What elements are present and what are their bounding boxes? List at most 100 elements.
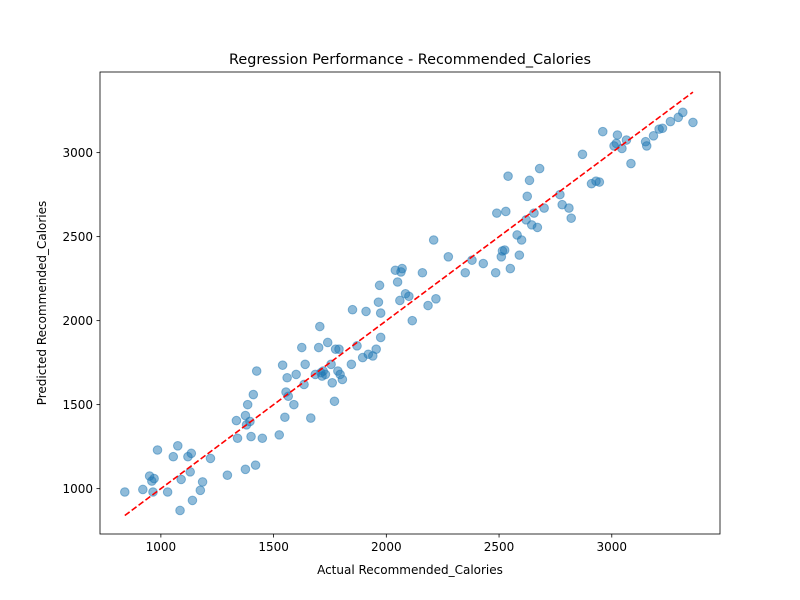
- data-point: [289, 399, 299, 410]
- data-point: [162, 487, 173, 497]
- data-point: [516, 235, 527, 245]
- data-point: [375, 308, 386, 318]
- data-point: [300, 359, 310, 370]
- data-point: [361, 306, 371, 317]
- data-point: [534, 163, 545, 174]
- data-point: [306, 413, 316, 423]
- data-point: [460, 267, 471, 278]
- data-point: [566, 213, 577, 223]
- data-point: [397, 263, 407, 274]
- data-point: [678, 107, 688, 118]
- data-point: [443, 251, 454, 262]
- data-point: [373, 297, 384, 307]
- data-point: [478, 258, 489, 269]
- data-point: [626, 158, 636, 169]
- data-point: [395, 295, 405, 306]
- plot-layer: [120, 107, 698, 516]
- data-point: [242, 399, 253, 410]
- data-point: [240, 464, 251, 475]
- data-point: [277, 360, 288, 370]
- data-point: [665, 116, 676, 127]
- y-tick-label: 1500: [62, 398, 93, 412]
- data-point: [195, 485, 206, 496]
- data-point: [594, 177, 605, 187]
- data-point: [374, 280, 385, 291]
- data-point: [248, 389, 259, 400]
- data-point: [250, 460, 261, 470]
- x-tick-label: 1500: [258, 540, 289, 554]
- data-point: [597, 126, 608, 137]
- data-point: [282, 372, 292, 383]
- x-axis-label: Actual Recommended_Calories: [317, 563, 503, 577]
- data-point: [327, 378, 338, 388]
- data-point: [222, 470, 233, 481]
- x-tick-label: 3000: [597, 540, 628, 554]
- data-point: [315, 321, 325, 332]
- data-point: [514, 250, 525, 260]
- data-point: [499, 245, 510, 255]
- data-point: [657, 123, 668, 134]
- data-point: [138, 484, 148, 495]
- data-point: [320, 369, 331, 380]
- x-tick-label: 2000: [371, 540, 402, 554]
- data-point: [257, 433, 268, 444]
- ideal-fit-reference-line: [124, 91, 694, 517]
- data-point: [529, 208, 539, 218]
- data-point: [168, 451, 179, 462]
- data-point: [152, 445, 163, 455]
- data-point: [187, 495, 198, 506]
- chart-title: Regression Performance - Recommended_Cal…: [229, 52, 591, 68]
- data-point: [205, 453, 216, 464]
- data-point: [501, 206, 511, 217]
- data-point: [186, 448, 197, 459]
- data-point: [291, 369, 301, 380]
- data-point: [431, 294, 441, 304]
- y-tick-label: 2500: [62, 230, 93, 244]
- data-point: [329, 396, 340, 407]
- data-point: [532, 222, 543, 233]
- data-point: [120, 487, 130, 497]
- data-point: [334, 344, 344, 355]
- data-point: [417, 267, 428, 278]
- data-point: [423, 300, 433, 311]
- x-tick-label: 2500: [484, 540, 515, 554]
- axis-ticks: 1000 1500 2000 2500 3000 1000 1500 2000 2500 3000: [62, 146, 627, 554]
- data-point: [347, 304, 358, 315]
- data-point: [392, 277, 403, 287]
- data-point: [175, 505, 185, 516]
- y-tick-label: 3000: [62, 146, 93, 160]
- data-point: [232, 433, 243, 444]
- data-point: [641, 141, 652, 151]
- data-point: [539, 203, 549, 213]
- data-point: [296, 342, 307, 353]
- data-point: [648, 131, 659, 141]
- data-point: [274, 430, 285, 440]
- data-point: [404, 291, 414, 302]
- data-point: [231, 415, 242, 426]
- data-point: [503, 171, 513, 181]
- data-point: [371, 344, 381, 355]
- data-point: [577, 149, 588, 160]
- plot-frame: [99, 71, 721, 535]
- data-point: [522, 191, 533, 202]
- data-point: [246, 431, 256, 442]
- data-point: [280, 412, 290, 423]
- data-point: [492, 208, 502, 218]
- data-point: [176, 474, 186, 485]
- data-point: [428, 235, 439, 245]
- data-point: [490, 267, 501, 278]
- data-point: [612, 130, 623, 140]
- data-point: [197, 477, 208, 487]
- data-point: [688, 117, 698, 128]
- data-point: [337, 374, 348, 385]
- data-point: [346, 359, 357, 370]
- data-point: [564, 203, 574, 213]
- data-point: [505, 263, 516, 274]
- y-tick-label: 1000: [62, 482, 93, 496]
- y-tick-label: 2000: [62, 314, 93, 328]
- data-point: [524, 175, 535, 186]
- data-point: [322, 337, 333, 348]
- data-point: [149, 473, 159, 484]
- data-point: [251, 366, 262, 376]
